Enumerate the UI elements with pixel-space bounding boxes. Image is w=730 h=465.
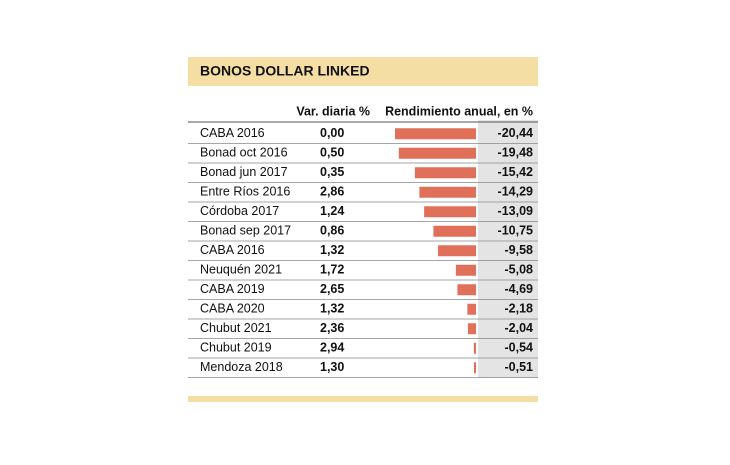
daily-change: 0,35 bbox=[320, 165, 344, 179]
daily-change: 1,32 bbox=[320, 243, 344, 257]
bar bbox=[414, 167, 476, 179]
daily-change: 2,86 bbox=[320, 185, 344, 199]
daily-change: 2,94 bbox=[320, 341, 344, 355]
bar bbox=[398, 147, 476, 159]
bar bbox=[473, 342, 476, 354]
daily-change: 1,32 bbox=[320, 302, 344, 316]
row-label: Neuquén 2021 bbox=[200, 263, 282, 277]
value-label: -10,75 bbox=[498, 224, 533, 238]
value-label: -5,08 bbox=[505, 263, 534, 277]
daily-change: 0,50 bbox=[320, 146, 344, 160]
daily-change: 1,24 bbox=[320, 204, 344, 218]
row-label: CABA 2016 bbox=[200, 243, 265, 257]
row-label: Entre Ríos 2016 bbox=[200, 185, 290, 199]
value-label: -4,69 bbox=[505, 282, 534, 296]
row-label: CABA 2016 bbox=[200, 126, 265, 140]
column-header: Var. diaria % bbox=[296, 104, 370, 118]
bar bbox=[467, 323, 476, 335]
value-label: -0,51 bbox=[505, 360, 534, 374]
daily-change: 0,00 bbox=[320, 126, 344, 140]
value-label: -13,09 bbox=[498, 204, 533, 218]
column-header: Rendimiento anual, en % bbox=[385, 104, 533, 118]
row-label: Mendoza 2018 bbox=[200, 360, 283, 374]
bar bbox=[438, 245, 476, 257]
value-label: -20,44 bbox=[498, 126, 533, 140]
row-label: CABA 2019 bbox=[200, 282, 265, 296]
value-label: -2,04 bbox=[505, 321, 534, 335]
row-label: Chubut 2019 bbox=[200, 341, 272, 355]
bar bbox=[467, 303, 476, 315]
bar bbox=[457, 284, 476, 296]
row-label: CABA 2020 bbox=[200, 302, 265, 316]
bar bbox=[455, 264, 476, 276]
daily-change: 1,30 bbox=[320, 360, 344, 374]
value-label: -19,48 bbox=[498, 146, 533, 160]
bar bbox=[433, 225, 476, 237]
value-label: -9,58 bbox=[505, 243, 534, 257]
row-label: Bonad sep 2017 bbox=[200, 224, 291, 238]
daily-change: 2,36 bbox=[320, 321, 344, 335]
footer-band bbox=[188, 396, 538, 402]
daily-change: 1,72 bbox=[320, 263, 344, 277]
value-label: -14,29 bbox=[498, 185, 533, 199]
row-label: Chubut 2021 bbox=[200, 321, 272, 335]
row-label: Bonad jun 2017 bbox=[200, 165, 288, 179]
bar bbox=[419, 186, 476, 198]
value-label: -15,42 bbox=[498, 165, 533, 179]
row-label: Bonad oct 2016 bbox=[200, 146, 288, 160]
daily-change: 2,65 bbox=[320, 282, 344, 296]
title-band bbox=[188, 57, 538, 86]
chart-title: BONOS DOLLAR LINKED bbox=[200, 63, 370, 79]
row-label: Córdoba 2017 bbox=[200, 204, 279, 218]
bar bbox=[473, 362, 476, 374]
bar bbox=[424, 206, 476, 218]
value-label: -2,18 bbox=[505, 302, 534, 316]
bar bbox=[395, 128, 476, 140]
daily-change: 0,86 bbox=[320, 224, 344, 238]
value-label: -0,54 bbox=[505, 341, 534, 355]
